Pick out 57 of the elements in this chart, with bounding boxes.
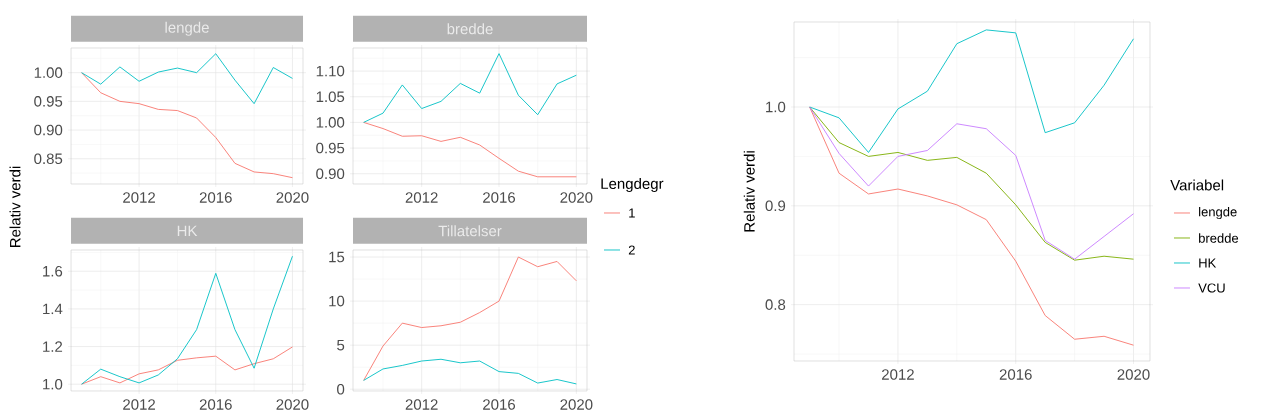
- chart-title: bredde: [447, 23, 493, 35]
- y-tick-label: 1.4: [43, 303, 63, 315]
- y-tick-label: 1.0: [43, 378, 63, 390]
- line-series: [363, 53, 577, 123]
- line-series: [363, 256, 577, 381]
- x-tick-label: 2020: [276, 192, 309, 203]
- x-tick-label: 2012: [405, 192, 438, 203]
- y-tick-label: 1.10: [316, 65, 345, 77]
- chart-title: Tillatelser: [438, 225, 502, 237]
- legend-label: 2: [628, 245, 635, 255]
- y-tick-label: 0.85: [34, 153, 63, 165]
- chart-title: HK: [177, 225, 198, 236]
- y-tick-label: 10: [329, 295, 345, 307]
- x-tick-label: 2016: [199, 399, 232, 410]
- x-tick-label: 2012: [123, 399, 156, 410]
- y-tick-label: 1.0: [766, 101, 786, 113]
- y-tick-label: 1.2: [43, 341, 63, 352]
- line-series: [81, 53, 293, 105]
- legend-title: Variabel: [1170, 179, 1224, 191]
- y-tick-label: 0.95: [34, 96, 63, 107]
- x-tick-label: 2016: [483, 192, 516, 203]
- legend-title: Lengdegr: [601, 178, 664, 192]
- x-tick-label: 2016: [483, 399, 516, 410]
- legend-label: 1: [629, 208, 635, 218]
- y-tick-label: 0.90: [316, 168, 345, 180]
- y-tick-label: 15: [329, 251, 345, 263]
- y-tick-label: 1.05: [316, 91, 345, 103]
- y-tick-label: 0: [337, 383, 345, 395]
- x-tick-label: 2020: [560, 192, 593, 203]
- line-series: [81, 346, 293, 385]
- y-axis-title: Relativ verdi: [743, 151, 755, 232]
- line-series: [81, 72, 293, 179]
- y-tick-label: 1.00: [34, 67, 63, 78]
- y-tick-label: 0.90: [34, 124, 63, 136]
- line-series: [809, 29, 1134, 153]
- x-tick-label: 2020: [560, 399, 593, 410]
- y-tick-label: 5: [337, 339, 345, 351]
- x-tick-label: 2012: [882, 369, 914, 380]
- chart-title: lengde: [165, 21, 209, 36]
- legend-label: HK: [1199, 258, 1217, 268]
- x-tick-label: 2016: [199, 192, 232, 203]
- line-series: [81, 255, 293, 385]
- y-tick-label: 1.00: [316, 117, 345, 128]
- line-series: [363, 358, 577, 385]
- y-tick-label: 0.95: [316, 142, 345, 154]
- x-tick-label: 2020: [276, 399, 309, 410]
- x-tick-label: 2012: [123, 192, 156, 203]
- x-tick-label: 2016: [999, 369, 1032, 380]
- y-tick-label: 0.8: [765, 299, 786, 310]
- y-axis-title: Relativ verdi: [9, 166, 21, 248]
- x-tick-label: 2012: [405, 399, 438, 410]
- legend-label: lengde: [1199, 206, 1237, 220]
- x-tick-label: 2020: [1117, 369, 1150, 380]
- y-tick-label: 0.9: [765, 200, 786, 212]
- legend-label: VCU: [1198, 283, 1225, 293]
- y-tick-label: 1.6: [43, 265, 63, 277]
- legend-label: bredde: [1199, 233, 1239, 243]
